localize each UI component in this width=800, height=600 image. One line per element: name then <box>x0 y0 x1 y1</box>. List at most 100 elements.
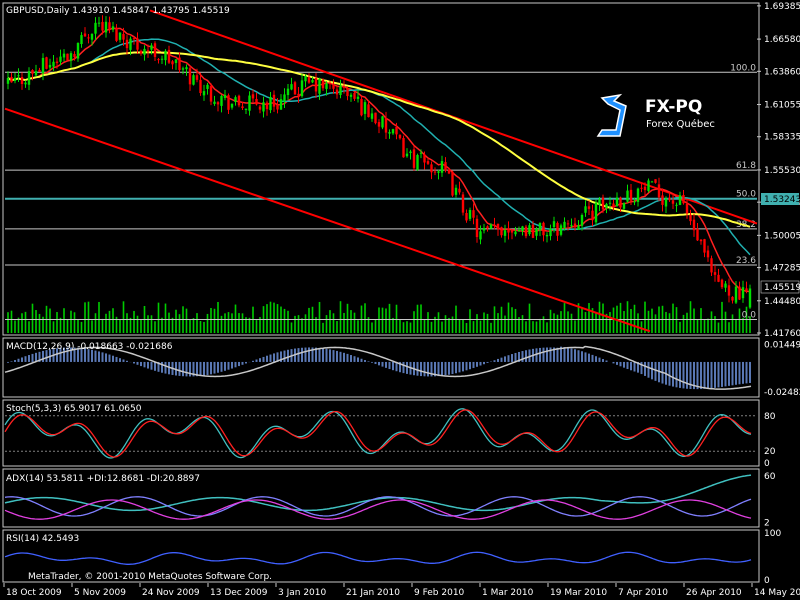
candle-body <box>318 78 321 94</box>
volume-bar <box>339 301 342 333</box>
candle-body <box>384 117 388 133</box>
candle-body <box>342 86 346 88</box>
volume-bar <box>7 312 9 333</box>
macd-histogram-bar <box>689 361 692 389</box>
macd-histogram-bar <box>94 350 97 362</box>
volume-bar <box>52 321 55 333</box>
volume-bar <box>70 310 72 333</box>
volume-bar <box>399 319 401 333</box>
macd-histogram-bar <box>203 361 205 376</box>
macd-histogram-bar <box>371 361 373 363</box>
macd-histogram-bar <box>336 350 338 362</box>
macd-histogram-bar <box>721 361 723 387</box>
volume-bar <box>525 321 527 333</box>
volume-bar <box>532 321 534 333</box>
time-tick-label: 1 Mar 2010 <box>482 588 534 598</box>
macd-histogram-bar <box>105 353 107 362</box>
candle-body <box>188 68 192 85</box>
volume-bar <box>294 315 296 333</box>
price-tick-label: 1.58335 <box>764 133 800 143</box>
macd-histogram-bar <box>343 352 345 362</box>
volume-bar <box>409 322 412 333</box>
macd-histogram-bar <box>682 361 685 389</box>
candle-body <box>426 161 430 164</box>
macd-histogram-bar <box>70 347 72 362</box>
candle-body <box>535 228 538 236</box>
macd-histogram-bar <box>304 347 307 362</box>
volume-bar <box>640 321 643 333</box>
candle-body <box>496 223 500 230</box>
candle-body <box>48 64 52 68</box>
candle-body <box>657 184 661 198</box>
volume-bar <box>213 308 216 333</box>
candle-body <box>423 154 426 163</box>
logo-arrow-icon <box>596 93 627 137</box>
macd-histogram-bar <box>560 346 562 362</box>
macd-histogram-bar <box>357 357 359 362</box>
volume-bar <box>224 313 226 333</box>
macd-histogram-bar <box>707 361 709 389</box>
volume-bar <box>220 315 223 333</box>
volume-bar <box>637 313 639 333</box>
macd-histogram-bar <box>66 347 69 362</box>
candle-body <box>234 97 237 102</box>
candle-body <box>668 197 671 201</box>
stoch-pane-frame <box>2 399 760 467</box>
volume-bar <box>651 308 653 333</box>
macd-histogram-bar <box>269 354 272 362</box>
volume-bar <box>59 317 62 333</box>
volume-bar <box>245 317 247 333</box>
candle-body <box>55 61 59 64</box>
candle-body <box>24 82 27 85</box>
volume-bar <box>451 316 454 333</box>
macd-histogram-bar <box>182 361 184 377</box>
candle-body <box>692 219 696 231</box>
candle-body <box>66 53 69 61</box>
macd-histogram-bar <box>213 361 216 374</box>
volume-bar <box>479 320 482 333</box>
price-tick-label: 1.69385 <box>764 2 800 12</box>
candle-body <box>437 171 440 173</box>
macd-histogram-bar <box>588 353 590 362</box>
macd-histogram-bar <box>724 361 727 387</box>
candle-body <box>724 283 727 288</box>
macd-histogram-bar <box>500 357 503 362</box>
candle-body <box>412 149 416 168</box>
time-tick-label: 13 Dec 2009 <box>210 588 268 598</box>
macd-histogram-bar <box>353 356 356 362</box>
candle-body <box>209 85 213 102</box>
candle-body <box>255 98 258 105</box>
volume-bar <box>255 320 258 333</box>
volume-bar <box>175 309 177 333</box>
candle-body <box>73 54 76 58</box>
macd-histogram-bar <box>416 361 419 376</box>
macd-histogram-bar <box>567 347 569 362</box>
candle-body <box>90 33 94 40</box>
candle-body <box>633 201 636 203</box>
current-price-badge: 1.45519 <box>764 283 800 293</box>
macd-histogram-bar <box>458 361 461 373</box>
macd-histogram-bar <box>84 348 86 362</box>
macd-histogram-bar <box>469 361 471 370</box>
candle-body <box>605 203 608 208</box>
volume-bar <box>381 307 384 333</box>
macd-histogram-bar <box>563 347 566 362</box>
volume-bar <box>371 322 373 333</box>
macd-histogram-bar <box>112 355 114 362</box>
macd-histogram-bar <box>679 361 681 388</box>
macd-histogram-bar <box>668 361 671 386</box>
candle-body <box>377 122 381 127</box>
candle-body <box>360 98 363 116</box>
candle-body <box>290 84 293 90</box>
volume-bar <box>444 315 447 333</box>
macd-histogram-bar <box>77 347 79 362</box>
volume-bar <box>157 302 160 333</box>
volume-bar <box>528 303 531 333</box>
macd-histogram-bar <box>63 347 65 362</box>
rsi-pane-frame <box>2 529 760 583</box>
volume-bar <box>91 320 93 333</box>
volume-bar <box>269 301 272 333</box>
volume-bar <box>595 312 597 333</box>
macd-histogram-bar <box>455 361 457 374</box>
macd-histogram-bar <box>245 361 247 364</box>
